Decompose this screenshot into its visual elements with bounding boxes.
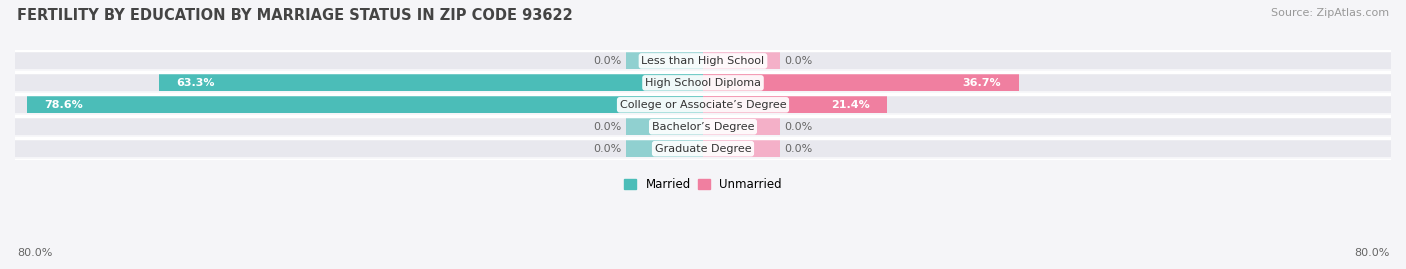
Text: 78.6%: 78.6% [44, 100, 83, 110]
Text: High School Diploma: High School Diploma [645, 78, 761, 88]
Bar [27, 96, 703, 113]
Text: 0.0%: 0.0% [785, 144, 813, 154]
Bar [703, 52, 780, 69]
Bar [15, 140, 1391, 157]
Text: 80.0%: 80.0% [17, 248, 52, 258]
Bar [15, 96, 1391, 113]
Text: Less than High School: Less than High School [641, 56, 765, 66]
Text: 0.0%: 0.0% [593, 144, 621, 154]
Bar [159, 74, 703, 91]
Text: 80.0%: 80.0% [1354, 248, 1389, 258]
Text: 0.0%: 0.0% [593, 56, 621, 66]
Text: Bachelor’s Degree: Bachelor’s Degree [652, 122, 754, 132]
Text: Graduate Degree: Graduate Degree [655, 144, 751, 154]
Text: 0.0%: 0.0% [785, 56, 813, 66]
Bar [703, 74, 1018, 91]
Bar [703, 96, 887, 113]
Text: College or Associate’s Degree: College or Associate’s Degree [620, 100, 786, 110]
Text: 0.0%: 0.0% [593, 122, 621, 132]
Legend: Married, Unmarried: Married, Unmarried [620, 173, 786, 196]
Text: FERTILITY BY EDUCATION BY MARRIAGE STATUS IN ZIP CODE 93622: FERTILITY BY EDUCATION BY MARRIAGE STATU… [17, 8, 572, 23]
Text: 0.0%: 0.0% [785, 122, 813, 132]
Text: 63.3%: 63.3% [176, 78, 214, 88]
Bar [626, 118, 703, 135]
Bar [15, 52, 1391, 69]
Bar [626, 52, 703, 69]
Text: 21.4%: 21.4% [831, 100, 870, 110]
Bar [703, 118, 780, 135]
Bar [626, 140, 703, 157]
Bar [703, 140, 780, 157]
Text: Source: ZipAtlas.com: Source: ZipAtlas.com [1271, 8, 1389, 18]
Text: 36.7%: 36.7% [963, 78, 1001, 88]
Bar [15, 118, 1391, 135]
Bar [15, 74, 1391, 91]
